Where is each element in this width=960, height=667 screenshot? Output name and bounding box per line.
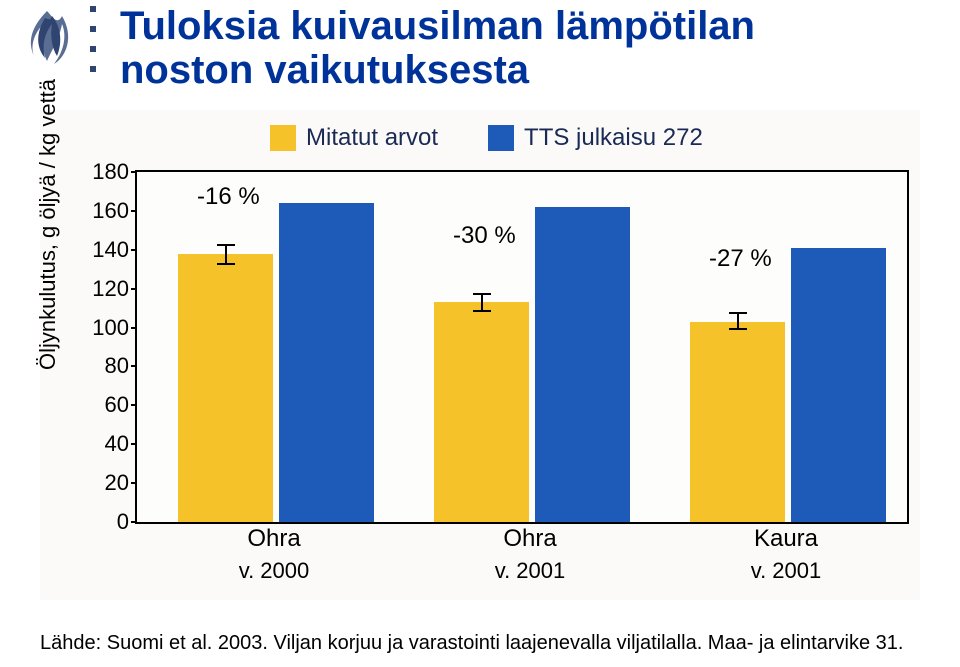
y-tick-label: 160 [79, 198, 137, 224]
bar [178, 254, 273, 522]
y-tick-label: 60 [79, 392, 137, 418]
x-category-label: Ohra [176, 525, 372, 553]
legend-swatch [270, 125, 296, 151]
y-tick-label: 20 [79, 470, 137, 496]
y-tick-mark [131, 210, 137, 212]
dot-icon [90, 66, 96, 72]
legend-label: TTS julkaisu 272 [524, 124, 703, 152]
y-tick-label: 80 [79, 353, 137, 379]
bar [690, 322, 785, 522]
legend: Mitatut arvot TTS julkaisu 272 [270, 124, 703, 152]
dot-icon [90, 6, 96, 12]
bar [279, 203, 374, 522]
y-tick-mark [131, 171, 137, 173]
y-tick-label: 180 [79, 159, 137, 185]
decorative-dots [90, 6, 96, 72]
title-line1: Tuloksia kuivausilman lämpötilan [120, 4, 950, 48]
bar [434, 302, 529, 522]
y-tick-label: 120 [79, 276, 137, 302]
y-tick-label: 100 [79, 315, 137, 341]
title-line2: noston vaikutuksesta [120, 48, 950, 92]
error-bar [225, 244, 227, 265]
y-tick-mark [131, 327, 137, 329]
y-tick-mark [131, 288, 137, 290]
y-tick-mark [131, 249, 137, 251]
y-tick-label: 140 [79, 237, 137, 263]
y-tick-mark [131, 521, 137, 523]
legend-item: Mitatut arvot [270, 124, 438, 152]
x-category-label: Ohra [432, 525, 628, 553]
x-subcategory-label: v. 2001 [432, 558, 628, 584]
legend-swatch [488, 125, 514, 151]
y-tick-mark [131, 365, 137, 367]
y-axis-label: Öljynkulutus, g öljyä / kg vettä [35, 79, 61, 370]
legend-label: Mitatut arvot [306, 124, 438, 152]
bar [791, 248, 886, 522]
x-subcategory-label: v. 2001 [688, 558, 884, 584]
dot-icon [90, 26, 96, 32]
legend-item: TTS julkaisu 272 [488, 124, 703, 152]
dot-icon [90, 46, 96, 52]
plot-area: 020406080100120140160180-16 %-30 %-27 % [135, 170, 909, 524]
chart: Mitatut arvot TTS julkaisu 272 Öljynkulu… [40, 110, 920, 600]
source-text: Lähde: Suomi et al. 2003. Viljan korjuu … [40, 632, 903, 655]
y-tick-mark [131, 404, 137, 406]
annotation: -30 % [453, 222, 516, 250]
y-tick-label: 40 [79, 431, 137, 457]
annotation: -27 % [709, 245, 772, 273]
page-title: Tuloksia kuivausilman lämpötilan noston … [120, 4, 950, 92]
annotation: -16 % [197, 183, 260, 211]
error-bar [481, 293, 483, 312]
y-tick-mark [131, 443, 137, 445]
x-subcategory-label: v. 2000 [176, 558, 372, 584]
error-bar [737, 312, 739, 330]
x-category-label: Kaura [688, 525, 884, 553]
logo [12, 6, 82, 76]
y-tick-mark [131, 482, 137, 484]
y-tick-label: 0 [79, 509, 137, 535]
bar [535, 207, 630, 522]
